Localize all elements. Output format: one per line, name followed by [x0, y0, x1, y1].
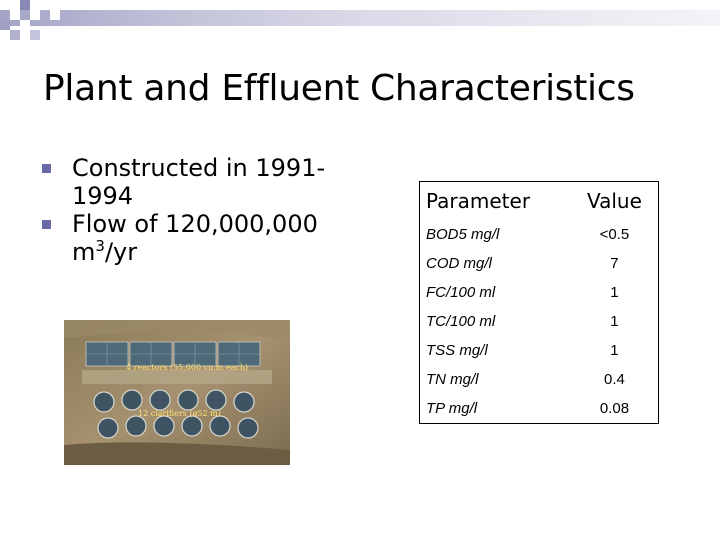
bullet-list: Constructed in 1991-1994 Flow of 120,000… — [40, 154, 380, 266]
value-cell: 0.4 — [604, 371, 625, 388]
clarifiers-caption: 12 clarifiers (ø52 m) — [138, 409, 221, 418]
value-cell: 7 — [610, 255, 619, 272]
table-row: TP mg/l 0.08 — [420, 394, 659, 424]
reactors-caption: 4 reactors (55,000 cu.m each) — [126, 363, 248, 372]
parameter-cell: TSS mg/l — [426, 342, 488, 359]
value-cell: 1 — [610, 342, 619, 359]
bullet-item-constructed: Constructed in 1991-1994 — [40, 154, 380, 210]
header-decoration — [0, 0, 720, 40]
square-bullet-icon — [42, 220, 51, 229]
table-row: BOD5 mg/l <0.5 — [420, 220, 659, 249]
slide-title: Plant and Effluent Characteristics — [43, 68, 635, 109]
table-row: FC/100 ml 1 — [420, 278, 659, 307]
parameter-cell: TP mg/l — [426, 400, 478, 417]
parameter-cell: TN mg/l — [426, 371, 479, 388]
effluent-table: Parameter Value BOD5 mg/l <0.5 COD mg/l … — [419, 181, 659, 424]
value-header: Value — [586, 189, 642, 213]
bullet-text: Flow of 120,000,000 m — [72, 210, 318, 266]
square-bullet-icon — [42, 164, 51, 173]
superscript: 3 — [95, 237, 105, 255]
parameter-cell: BOD5 mg/l — [426, 226, 500, 243]
table-row: TC/100 ml 1 — [420, 307, 659, 336]
value-cell: <0.5 — [599, 226, 630, 243]
table-row: COD mg/l 7 — [420, 249, 659, 278]
value-cell: 1 — [610, 284, 619, 301]
table-row: TSS mg/l 1 — [420, 336, 659, 365]
parameter-cell: TC/100 ml — [426, 313, 496, 330]
plant-aerial-photo: 4 reactors (55,000 cu.m each) 12 clarifi… — [64, 320, 290, 465]
parameter-header: Parameter — [426, 189, 531, 213]
parameter-cell: COD mg/l — [426, 255, 492, 272]
table-header-row: Parameter Value — [420, 182, 659, 221]
value-cell: 0.08 — [599, 400, 630, 417]
bullet-suffix: /yr — [104, 238, 138, 266]
bullet-item-flow: Flow of 120,000,000 m3/yr — [40, 210, 380, 266]
table-row: TN mg/l 0.4 — [420, 365, 659, 394]
bullet-text: Constructed in 1991-1994 — [72, 154, 326, 210]
value-cell: 1 — [610, 313, 619, 330]
parameter-cell: FC/100 ml — [426, 284, 496, 301]
